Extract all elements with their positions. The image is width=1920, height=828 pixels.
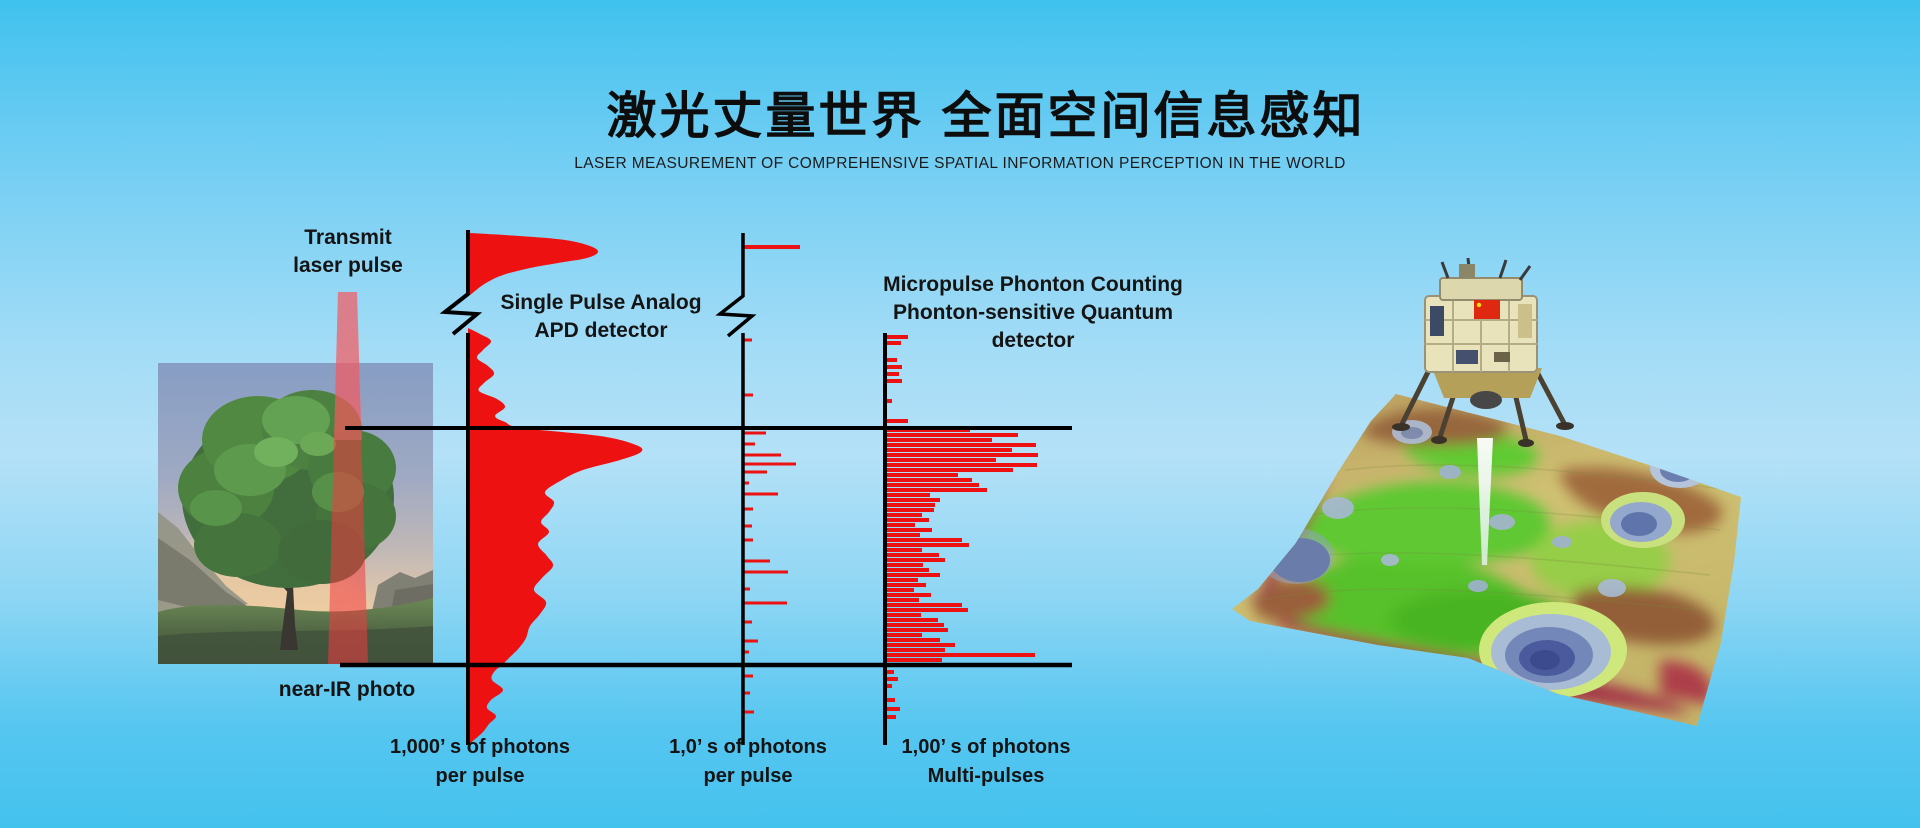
near-ir-photo [158,363,433,664]
waveform-photon-sparse [743,245,800,714]
near-ir-text: near-IR photo [278,678,416,701]
waveform-photon-histogram [885,335,1038,719]
axis3-line1: 1,00’ s of photons [901,736,1071,758]
lunar-lander [1392,257,1574,565]
lander-body [1424,257,1542,409]
tree [178,390,396,650]
axis-label-multipulse: 1,00’ s of photons Multi-pulses [860,733,1112,791]
terrain-elevation-map [1232,394,1741,726]
micropulse-line1: Micropulse Phonton Counting [883,273,1183,296]
page-subtitle: LASER MEASUREMENT OF COMPREHENSIVE SPATI… [574,155,1346,172]
transmit-line2: laser pulse [293,254,403,277]
axis2-line2: per pulse [703,765,793,787]
lander-laser-beam [1477,438,1493,565]
axis1-line1: 1,000’ s of photons [389,736,571,758]
apd-detector-label: Single Pulse Analog APD detector [470,289,732,345]
page-title: 激光丈量世界 全面空间信息感知 [606,88,1366,144]
axis1-line2: per pulse [435,765,525,787]
laser-beam [328,292,368,664]
laser-beam-glow [334,292,362,440]
apd-line1: Single Pulse Analog [500,291,702,314]
china-flag-icon [1474,300,1500,319]
axis-label-analog: 1,000’ s of photons per pulse [355,733,605,791]
micropulse-line2: Phonton-sensitive Quantum detector [892,301,1173,352]
micropulse-detector-label: Micropulse Phonton Counting Phonton-sens… [858,271,1208,355]
axis2-line1: 1,0’ s of photons [669,736,827,758]
axis3-line2: Multi-pulses [927,765,1045,787]
near-ir-photo-label: near-IR photo [252,676,442,704]
axis-label-photon: 1,0’ s of photons per pulse [628,733,868,791]
axes-and-lines [340,230,1072,745]
transmit-laser-pulse-label: Transmit laser pulse [253,224,443,280]
waveform-analog-apd [468,233,643,745]
transmit-line1: Transmit [304,226,392,249]
crater-large [1479,602,1627,698]
apd-line2: APD detector [534,319,668,342]
